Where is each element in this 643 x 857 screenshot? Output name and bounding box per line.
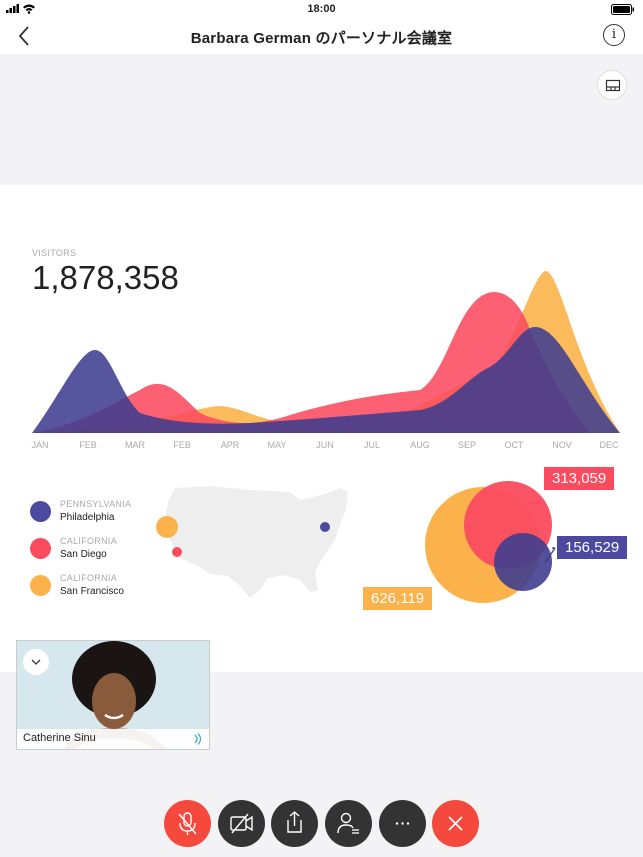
legend-item: CALIFORNIA San Diego [30, 534, 190, 571]
month-label: MAY [267, 440, 287, 450]
value-tag-orange: 626,119 [363, 587, 433, 610]
visitors-label: VISITORS [32, 248, 77, 258]
legend-item: PENNSYLVANIA Philadelphia [30, 497, 190, 534]
legend-city: Philadelphia [60, 512, 115, 523]
chevron-down-icon [31, 659, 41, 665]
month-label: SEP [457, 440, 477, 450]
status-time: 18:00 [307, 3, 336, 15]
map-dot-san-francisco [156, 516, 178, 538]
month-axis: JAN FEB MAR FEB APR MAY JUN JUL AUG SEP … [24, 440, 629, 454]
self-view-video[interactable]: Catherine Sinu [16, 640, 210, 750]
call-controls [0, 800, 643, 848]
legend-city: San Francisco [60, 586, 124, 597]
collapse-self-view-button[interactable] [23, 649, 49, 675]
more-icon [395, 822, 410, 825]
participant-name: Catherine Sinu [17, 729, 209, 749]
legend-state: PENNSYLVANIA [60, 499, 132, 509]
month-label: DEC [599, 440, 619, 450]
month-label: JAN [31, 440, 49, 450]
bubble-philadelphia [494, 533, 552, 591]
legend-dot [30, 575, 51, 596]
layout-icon [605, 79, 621, 92]
legend-city: San Diego [60, 549, 107, 560]
share-icon [287, 811, 302, 833]
visitors-total: 1,878,358 [32, 259, 179, 296]
meeting-title: Barbara German のパーソナル会議室 [190, 30, 453, 47]
shared-content-slide: VISITORS 1,878,358 JAN FEB MAR FEB APR M… [0, 185, 643, 672]
layout-toggle-button[interactable] [597, 70, 627, 100]
video-off-icon [230, 813, 253, 834]
microphone-muted-icon [178, 812, 197, 835]
legend-item: CALIFORNIA San Francisco [30, 571, 190, 608]
participants-icon [337, 812, 359, 834]
close-icon [448, 816, 463, 831]
signal-wifi-icon [6, 3, 40, 17]
month-label: APR [220, 440, 240, 450]
legend-state: CALIFORNIA [60, 536, 118, 546]
video-toggle-button[interactable] [218, 800, 265, 847]
month-label: AUG [410, 440, 430, 450]
map-dot-philadelphia [320, 522, 330, 532]
month-label: NOV [552, 440, 572, 450]
value-tag-blue: 156,529 [557, 536, 628, 559]
legend-dot [30, 501, 51, 522]
status-bar: 18:00 [0, 0, 643, 18]
month-label: FEB [173, 440, 191, 450]
visitors-area-chart [32, 270, 620, 433]
month-label: MAR [125, 440, 145, 450]
location-legend: PENNSYLVANIA Philadelphia CALIFORNIA San… [30, 497, 190, 608]
month-label: JUN [316, 440, 334, 450]
month-label: OCT [504, 440, 524, 450]
audio-activity-icon [194, 733, 202, 745]
month-label: FEB [79, 440, 97, 450]
month-label: JUL [363, 440, 381, 450]
nav-bar: Barbara German のパーソナル会議室 i [0, 18, 643, 54]
info-icon[interactable]: i [603, 24, 625, 46]
value-tag-red: 313,059 [544, 467, 615, 490]
area-blue [32, 327, 620, 433]
end-call-button[interactable] [432, 800, 479, 847]
battery-icon [611, 4, 635, 18]
legend-dot [30, 538, 51, 559]
back-icon[interactable] [16, 24, 38, 48]
more-options-button[interactable] [379, 800, 426, 847]
usa-map [165, 486, 348, 598]
bubble-chart [425, 481, 556, 603]
share-button[interactable] [271, 800, 318, 847]
legend-state: CALIFORNIA [60, 573, 118, 583]
map-dot-san-diego [172, 547, 182, 557]
top-stage-area [0, 54, 643, 185]
participants-button[interactable] [325, 800, 372, 847]
mute-button[interactable] [164, 800, 211, 847]
